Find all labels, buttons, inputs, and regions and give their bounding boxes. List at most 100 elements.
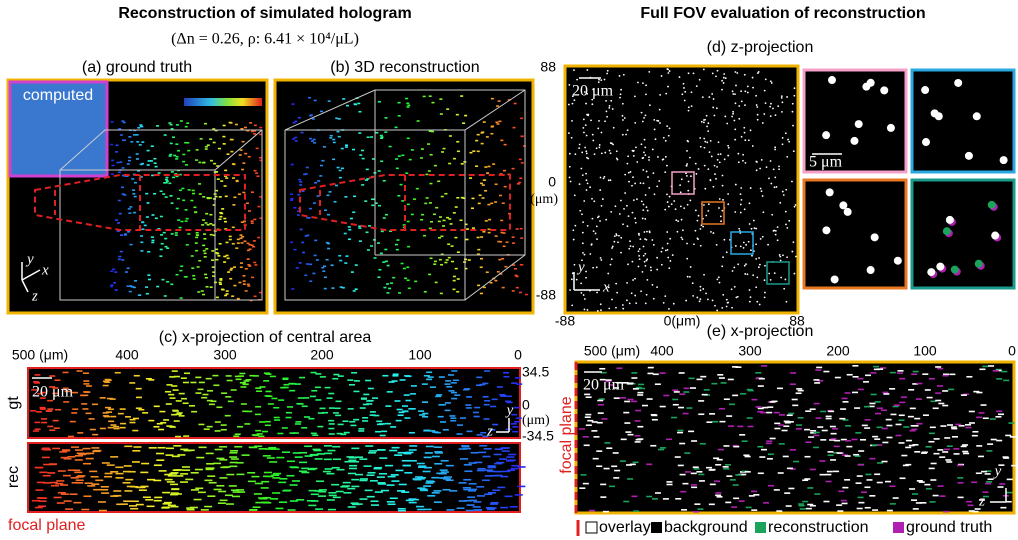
particle <box>429 202 432 204</box>
particle <box>353 196 356 198</box>
particle <box>321 267 324 269</box>
particle <box>187 233 190 235</box>
particle <box>782 430 788 432</box>
particle <box>448 374 454 376</box>
particle <box>508 454 516 456</box>
particle <box>651 239 653 241</box>
particle <box>186 244 189 246</box>
particle <box>839 418 845 420</box>
particle <box>988 201 996 209</box>
particle <box>616 157 618 159</box>
particle <box>759 304 761 306</box>
particle <box>874 473 880 475</box>
particle <box>702 96 704 98</box>
particle <box>642 209 644 211</box>
particle <box>830 426 836 428</box>
particle <box>680 491 686 493</box>
particle <box>239 154 242 156</box>
particle <box>408 498 416 500</box>
particle <box>299 181 302 183</box>
particle <box>600 303 602 305</box>
particle <box>252 246 255 248</box>
particle <box>793 150 795 152</box>
particle <box>351 479 359 481</box>
particle <box>938 485 944 487</box>
particle <box>632 279 634 281</box>
particle <box>229 122 232 124</box>
particle <box>326 259 329 261</box>
particle <box>766 166 768 168</box>
particle <box>700 228 702 230</box>
particle <box>586 135 588 137</box>
particle <box>737 263 739 265</box>
particle <box>587 158 589 160</box>
particle <box>846 446 852 448</box>
particle <box>123 500 131 502</box>
particle <box>348 460 356 462</box>
particle <box>389 146 392 148</box>
particle <box>441 460 449 462</box>
particle <box>272 492 280 494</box>
particle <box>744 208 746 210</box>
label: 300 <box>213 347 237 363</box>
particle <box>922 138 930 146</box>
label: x <box>602 279 610 295</box>
particle <box>484 404 490 406</box>
particle <box>75 459 83 461</box>
particle <box>790 372 796 374</box>
particle <box>899 378 905 380</box>
particle <box>777 226 779 228</box>
particle <box>201 509 209 511</box>
particle <box>736 72 738 74</box>
particle <box>886 425 892 427</box>
particle <box>231 295 234 297</box>
particle <box>663 498 669 500</box>
particle <box>34 422 40 424</box>
particle <box>389 381 395 383</box>
particle <box>42 457 50 459</box>
particle <box>719 408 725 410</box>
particle <box>619 97 621 99</box>
particle <box>327 450 335 452</box>
particle <box>890 414 896 416</box>
particle <box>278 399 284 401</box>
particle <box>774 489 780 491</box>
particle <box>626 205 628 207</box>
particle <box>413 479 421 481</box>
particle <box>726 415 732 417</box>
particle <box>673 200 675 202</box>
particle <box>500 140 503 142</box>
particle <box>173 469 181 471</box>
particle <box>502 287 505 289</box>
particle <box>270 498 278 500</box>
particle <box>361 184 364 186</box>
particle <box>124 234 127 236</box>
particle <box>115 473 123 475</box>
particle <box>344 233 347 235</box>
particle <box>882 461 888 463</box>
particle <box>455 206 458 208</box>
particle <box>343 482 351 484</box>
particle <box>47 426 53 428</box>
particle <box>177 454 185 456</box>
particle <box>762 236 764 238</box>
particle <box>254 264 257 266</box>
particle <box>615 205 617 207</box>
particle <box>869 495 875 497</box>
particle <box>703 204 705 206</box>
particle <box>70 493 78 495</box>
particle <box>161 279 164 281</box>
particle <box>440 293 443 295</box>
particle <box>629 303 631 305</box>
particle <box>384 117 387 119</box>
particle <box>265 425 271 427</box>
particle <box>198 424 204 426</box>
particle <box>413 198 416 200</box>
particle <box>916 398 922 400</box>
particle <box>35 507 43 509</box>
label: (c) x-projection of central area <box>159 329 372 346</box>
particle <box>722 185 724 187</box>
particle <box>991 232 999 240</box>
particle <box>633 155 635 157</box>
particle <box>655 492 661 494</box>
